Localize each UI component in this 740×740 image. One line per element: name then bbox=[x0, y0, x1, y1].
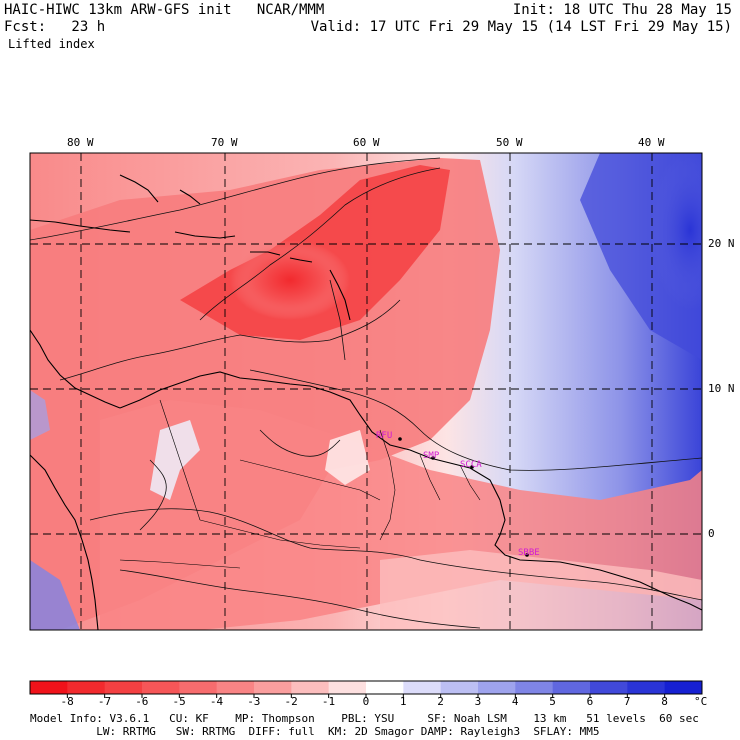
colorbar-swatch bbox=[328, 681, 367, 694]
field-name: Lifted index bbox=[8, 37, 95, 51]
colorbar-tick-label: -2 bbox=[284, 695, 298, 708]
colorbar-tick-label: -3 bbox=[247, 695, 261, 708]
colorbar-frame bbox=[29, 680, 703, 695]
white-patch-andes bbox=[150, 420, 200, 500]
lat-label-20n: 20 N bbox=[708, 237, 735, 250]
cold-core bbox=[650, 153, 702, 310]
colorbar-swatch bbox=[664, 681, 703, 694]
colorbar-tick-label: -8 bbox=[60, 695, 74, 708]
colorbar-tick-label: 7 bbox=[623, 695, 631, 708]
station-markers bbox=[398, 437, 529, 557]
lat-label-10n: 10 N bbox=[708, 382, 735, 395]
lat-label-eq: 0 bbox=[708, 527, 715, 540]
init-time: Init: 18 UTC Thu 28 May 15 bbox=[512, 2, 732, 18]
colorbar-swatch bbox=[552, 681, 591, 694]
coastlines bbox=[30, 174, 702, 630]
colorbar-tick-label: 1 bbox=[399, 695, 407, 708]
colorbar bbox=[30, 681, 703, 698]
station-smp: SMP bbox=[423, 451, 440, 461]
station-rfu: RFU bbox=[376, 431, 393, 441]
colorbar-tick-label: 5 bbox=[549, 695, 556, 708]
colorbar-unit: °C bbox=[694, 695, 708, 708]
colorbar-swatch bbox=[440, 681, 479, 694]
colorbar-swatch bbox=[179, 681, 218, 694]
cold-patch-sw bbox=[30, 560, 80, 630]
colorbar-swatch bbox=[515, 681, 554, 694]
lon-label-80w: 80 W bbox=[67, 136, 94, 149]
colorbar-tick-label: -6 bbox=[135, 695, 149, 708]
colorbar-swatch bbox=[478, 681, 516, 694]
lon-label-60w: 60 W bbox=[353, 136, 380, 149]
model-title: HAIC-HIWC 13km ARW-GFS init NCAR/MMM bbox=[4, 2, 325, 18]
lon-label-40w: 40 W bbox=[638, 136, 665, 149]
lon-label-70w: 70 W bbox=[211, 136, 238, 149]
colorbar-tick-label: 6 bbox=[586, 695, 594, 708]
colorbar-swatch bbox=[142, 681, 180, 694]
colorbar-tick-label: -1 bbox=[321, 695, 336, 708]
valid-time: Valid: 17 UTC Fri 29 May 15 (14 LST Fri … bbox=[310, 19, 732, 35]
colorbar-swatch bbox=[104, 681, 143, 694]
political-borders bbox=[119, 399, 481, 569]
colorbar-swatch bbox=[254, 681, 292, 694]
lon-label-50w: 50 W bbox=[496, 136, 523, 149]
warm-core-max bbox=[230, 240, 350, 320]
colorbar-tick-label: 2 bbox=[437, 695, 444, 708]
colorbar-swatch bbox=[67, 681, 106, 694]
colorbar-tick-label: -5 bbox=[172, 695, 186, 708]
amazon-band bbox=[380, 550, 702, 630]
forecast-hour: Fcst: 23 h bbox=[4, 19, 106, 35]
colorbar-swatch bbox=[216, 681, 255, 694]
colorbar-swatch bbox=[627, 681, 666, 694]
contour-lines bbox=[30, 157, 702, 629]
colorbar-swatch bbox=[30, 681, 68, 694]
colorbar-tick-label: -4 bbox=[209, 695, 224, 708]
station-scca: SCCA bbox=[460, 460, 482, 470]
colorbar-swatch bbox=[403, 681, 442, 694]
colorbar-tick-label: 8 bbox=[661, 695, 668, 708]
lat-lon-grid bbox=[30, 153, 702, 630]
map-frame bbox=[29, 152, 703, 631]
model-info-line1: Model Info: V3.6.1 CU: KF MP: Thompson P… bbox=[30, 712, 699, 725]
station-sbbe: SBBE bbox=[518, 548, 540, 558]
cold-patch-west bbox=[30, 390, 50, 440]
model-info-line2: LW: RRTMG SW: RRTMG DIFF: full KM: 2D Sm… bbox=[30, 725, 600, 738]
colorbar-swatch bbox=[366, 681, 404, 694]
colorbar-swatch bbox=[291, 681, 330, 694]
colorbar-tick-label: 3 bbox=[474, 695, 482, 708]
colorbar-tick-label: 0 bbox=[362, 695, 370, 708]
colorbar-tick-label: -7 bbox=[97, 695, 112, 708]
colorbar-swatch bbox=[590, 681, 628, 694]
colorbar-tick-label: 4 bbox=[511, 695, 519, 708]
map-field bbox=[30, 153, 702, 630]
